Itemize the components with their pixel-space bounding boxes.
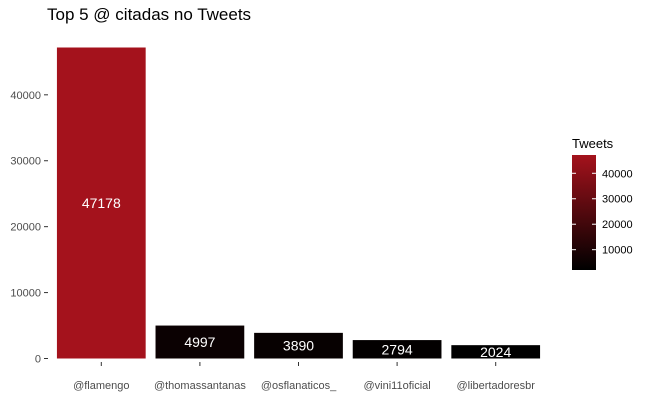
bar: [254, 332, 343, 359]
chart-title: Top 5 @ citadas no Tweets: [47, 5, 252, 24]
bar: [56, 47, 146, 359]
x-tick-label: @vini11oficial: [363, 380, 430, 392]
bar-value-label: 47178: [82, 195, 121, 211]
bar: [352, 340, 442, 359]
legend-tick-label: 20000: [602, 219, 633, 231]
y-tick-label: 30000: [10, 156, 41, 168]
bar-value-label: 3890: [283, 338, 314, 354]
x-tick-label: @flamengo: [73, 380, 129, 392]
colorbar: [572, 155, 596, 270]
x-tick-label: @osflanaticos_: [261, 380, 337, 392]
legend-title: Tweets: [572, 136, 614, 151]
y-tick-label: 20000: [10, 222, 41, 234]
x-tick-label: @libertadoresbr: [456, 380, 535, 392]
legend-tick-label: 30000: [602, 194, 633, 206]
x-axis: @flamengo @thomassantanas @osflanaticos_ @v…: [73, 362, 535, 392]
bar: [451, 345, 541, 359]
x-tick-label: @thomassantanas: [154, 380, 246, 392]
y-tick-label: 40000: [10, 90, 41, 102]
bar: [155, 325, 245, 359]
bar-value-label: 2794: [382, 341, 413, 357]
bar-value-label: 4997: [184, 334, 215, 350]
y-tick-label: 0: [35, 354, 41, 366]
legend: Tweets 10000 20000 30000 40000: [572, 136, 633, 270]
legend-tick-label: 40000: [602, 168, 633, 180]
y-tick-label: 10000: [10, 288, 41, 300]
y-axis: 0 10000 20000 30000 40000: [10, 90, 48, 366]
bar-value-label: 2024: [480, 344, 511, 360]
legend-tick-label: 10000: [602, 245, 633, 257]
bars: 47178 4997 3890 2794 2024: [56, 47, 541, 360]
